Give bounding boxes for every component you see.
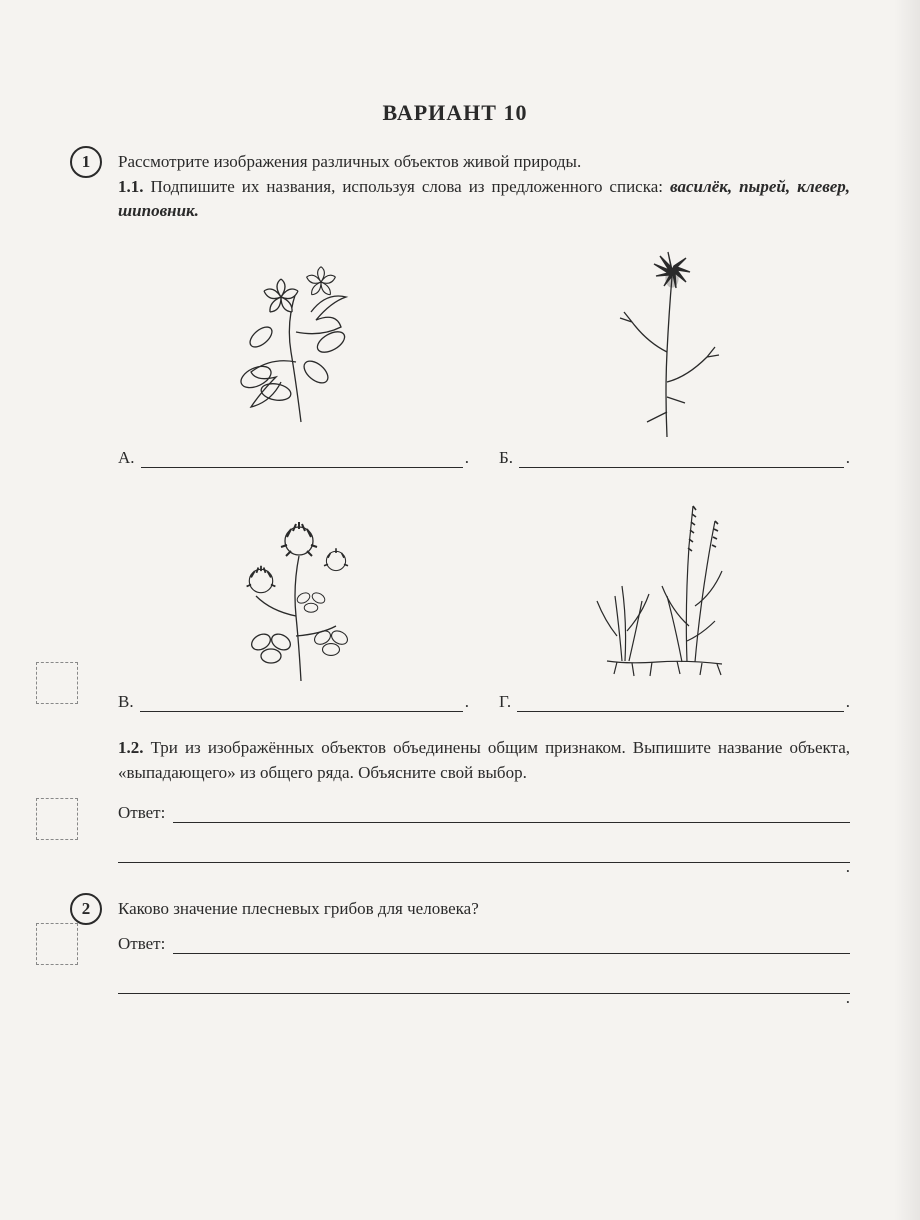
dot-b: . <box>846 448 850 468</box>
label-v: В. <box>118 692 134 712</box>
score-box-3 <box>36 923 78 965</box>
q1-sub2: 1.2. Три из изображённых объектов объеди… <box>118 736 850 785</box>
plant-image-g <box>552 486 782 686</box>
q2-answer-line-2[interactable] <box>118 976 850 994</box>
question-number-1: 1 <box>70 146 102 178</box>
worksheet-page: ВАРИАНТ 10 1 Рассмотрите изображения раз… <box>0 0 920 1220</box>
score-box-2 <box>36 798 78 840</box>
q1-sub2-block: 1.2. Три из изображённых объектов объеди… <box>118 736 850 863</box>
plant-image-a <box>186 242 416 442</box>
line-g <box>517 696 844 712</box>
label-g: Г. <box>499 692 511 712</box>
image-row-1 <box>118 242 850 442</box>
plant-image-v <box>186 486 416 686</box>
dot-a: . <box>465 448 469 468</box>
q2-text: Каково значение плесневых грибов для чел… <box>118 897 850 922</box>
q1-sub2-text: Три из изображённых объектов объединены … <box>118 738 850 782</box>
question-number-2: 2 <box>70 893 102 925</box>
question-2-block: 2 Каково значение плесневых грибов для ч… <box>118 897 850 994</box>
line-v <box>140 696 463 712</box>
q2-answer-prefix: Ответ: <box>118 934 165 954</box>
label-b: Б. <box>499 448 513 468</box>
dot-v: . <box>465 692 469 712</box>
dot-q2-end: . <box>846 988 850 1008</box>
q1-answer-prefix: Ответ: <box>118 803 165 823</box>
dot-g: . <box>846 692 850 712</box>
q1-sub1-label: 1.1. <box>118 177 144 196</box>
q1-intro: Рассмотрите изображения различных объект… <box>118 150 850 175</box>
answer-a[interactable]: А. . <box>118 448 469 468</box>
q1-sub2-label: 1.2. <box>118 738 144 757</box>
page-title: ВАРИАНТ 10 <box>40 100 870 126</box>
page-shadow <box>894 0 920 1220</box>
score-box-1 <box>36 662 78 704</box>
answer-b[interactable]: Б. . <box>499 448 850 468</box>
line-a <box>141 452 463 468</box>
q1-sub1: 1.1. Подпишите их названия, используя сл… <box>118 175 850 224</box>
plant-couchgrass-illustration <box>552 486 782 686</box>
answer-row-ab: А. . Б. . <box>118 448 850 468</box>
label-a: А. <box>118 448 135 468</box>
question-number-2-label: 2 <box>82 899 91 919</box>
line-b <box>519 452 844 468</box>
plant-clover-illustration <box>186 486 416 686</box>
q2-answer-line <box>173 938 850 954</box>
answer-v[interactable]: В. . <box>118 692 469 712</box>
q1-answer-line-2[interactable] <box>118 845 850 863</box>
question-number-1-label: 1 <box>82 152 91 172</box>
q1-sub1-text: Подпишите их названия, используя слова и… <box>144 177 670 196</box>
plant-cornflower-illustration <box>552 242 782 442</box>
plant-rosehip-illustration <box>186 242 416 442</box>
answer-row-vg: В. . Г. . <box>118 692 850 712</box>
dot-q1-end: . <box>846 857 850 877</box>
plant-image-b <box>552 242 782 442</box>
q1-answer-row[interactable]: Ответ: <box>118 803 850 823</box>
answer-g[interactable]: Г. . <box>499 692 850 712</box>
question-1-block: 1 Рассмотрите изображения различных объе… <box>118 150 850 863</box>
image-row-2 <box>118 486 850 686</box>
q1-answer-line <box>173 807 850 823</box>
q2-answer-row[interactable]: Ответ: <box>118 934 850 954</box>
